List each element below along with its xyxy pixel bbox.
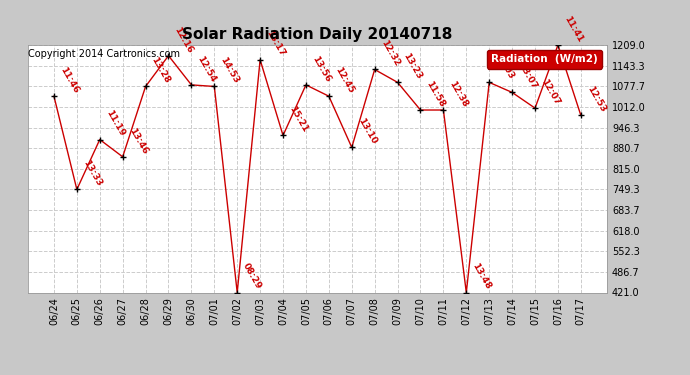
Text: 13:17: 13:17	[264, 29, 286, 58]
Text: 11:19: 11:19	[104, 109, 126, 138]
Text: 12:16: 12:16	[172, 25, 195, 54]
Text: 13:07: 13:07	[516, 62, 538, 91]
Text: 12:53: 12:53	[585, 85, 607, 114]
Text: 13:48: 13:48	[471, 262, 493, 291]
Text: 14:53: 14:53	[219, 56, 241, 85]
Text: 08:29: 08:29	[241, 262, 264, 291]
Text: 12:32: 12:32	[379, 39, 401, 68]
Text: 11:46: 11:46	[58, 65, 80, 95]
Text: 13:33: 13:33	[81, 159, 103, 188]
Text: 11:41: 11:41	[562, 14, 584, 44]
Title: Solar Radiation Daily 20140718: Solar Radiation Daily 20140718	[182, 27, 453, 42]
Text: 13:03: 13:03	[493, 52, 515, 81]
Text: 13:46: 13:46	[127, 126, 149, 155]
Legend: Radiation  (W/m2): Radiation (W/m2)	[487, 50, 602, 69]
Text: 12:38: 12:38	[448, 80, 470, 109]
Text: 12:45: 12:45	[333, 65, 355, 95]
Text: 15:21: 15:21	[287, 105, 309, 134]
Text: 13:28: 13:28	[150, 56, 172, 85]
Text: 13:23: 13:23	[402, 52, 424, 81]
Text: 13:10: 13:10	[356, 117, 378, 146]
Text: 13:56: 13:56	[310, 54, 332, 84]
Text: 11:58: 11:58	[424, 80, 446, 109]
Text: Copyright 2014 Cartronics.com: Copyright 2014 Cartronics.com	[28, 49, 180, 59]
Text: 12:07: 12:07	[539, 78, 561, 107]
Text: 12:54: 12:54	[195, 54, 218, 84]
